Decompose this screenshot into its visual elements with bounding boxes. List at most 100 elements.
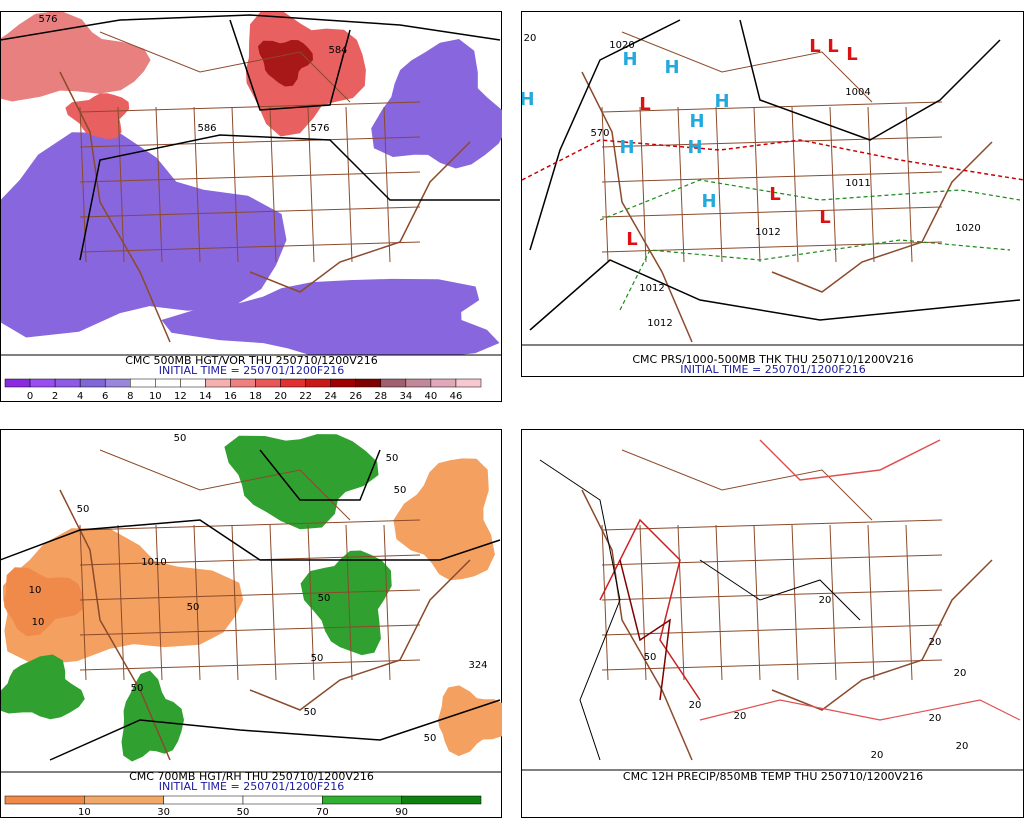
- contour-label: 1012: [755, 227, 780, 238]
- pressure-center: H: [689, 111, 704, 132]
- contour: [581, 71, 693, 343]
- contour: [829, 524, 837, 681]
- contour: [601, 524, 609, 681]
- contour-label: 1020: [609, 40, 634, 51]
- legend-label: 40: [425, 391, 438, 402]
- legend-swatch: [255, 378, 281, 388]
- shade: [3, 567, 84, 637]
- legend-swatch: [280, 378, 306, 388]
- legend-swatch: [205, 378, 231, 388]
- contour-label: 1020: [955, 223, 980, 234]
- contour: [79, 624, 421, 636]
- contour-label: 50: [311, 653, 324, 664]
- contour: [269, 524, 277, 681]
- contour-label: 1004: [845, 87, 870, 98]
- contour: [269, 106, 277, 263]
- map-panel: 576 584 586 576 CMC 500MB HGT/VOR THU 250710…: [0, 11, 502, 402]
- contour-label: 20: [871, 750, 884, 761]
- contour: [621, 449, 873, 521]
- legend-label: 14: [199, 391, 212, 402]
- legend-swatch: [54, 378, 81, 388]
- pressure-center: L: [846, 44, 857, 65]
- legend-swatch: [455, 378, 482, 388]
- contour-label: 576: [310, 123, 329, 134]
- contour: [601, 519, 943, 531]
- contour: [79, 659, 421, 671]
- contour-label: 1010: [141, 557, 166, 568]
- contour: [79, 519, 421, 531]
- contour: [829, 106, 837, 263]
- contour: [699, 559, 861, 621]
- contour: [601, 659, 943, 671]
- pressure-center: H: [687, 137, 702, 158]
- map-area: 576 584 586 576: [1, 12, 502, 355]
- contour-label: 50: [131, 683, 144, 694]
- contour-label: 1012: [647, 318, 672, 329]
- contour: [345, 524, 353, 681]
- contour: [791, 106, 799, 263]
- pressure-center: L: [769, 184, 780, 205]
- legend-label: 24: [324, 391, 337, 402]
- shade: [371, 39, 502, 169]
- contour: [759, 439, 941, 481]
- contour: [581, 489, 693, 761]
- legend-swatch: [355, 378, 382, 388]
- contour-label: 50: [187, 602, 200, 613]
- legend-swatch: [401, 795, 482, 805]
- legend-label: 20: [274, 391, 287, 402]
- pressure-center: H: [619, 137, 634, 158]
- contour: [155, 106, 163, 263]
- map-area: 20 20 20 20 20 50 20 20 20: [539, 439, 1021, 761]
- contour: [771, 141, 993, 293]
- shade: [1, 12, 151, 102]
- legend-label: 8: [127, 391, 133, 402]
- contour: [601, 554, 943, 566]
- contour: [117, 524, 125, 681]
- shade: [393, 458, 495, 581]
- contour: [739, 19, 1001, 141]
- shade: [161, 278, 500, 355]
- contour-label: 1011: [845, 178, 870, 189]
- legend-label: 90: [395, 807, 408, 818]
- initial-time: INITIAL TIME = 250701/1200F216: [159, 364, 344, 377]
- pressure-center: L: [809, 36, 820, 57]
- contour: [715, 106, 723, 263]
- contour: [619, 559, 671, 701]
- contour-label: 584: [328, 45, 347, 56]
- pressure-center: L: [827, 36, 838, 57]
- pressure-center: H: [701, 191, 716, 212]
- legend-swatch: [79, 378, 106, 388]
- contour-label: 10: [32, 617, 45, 628]
- legend-label: 6: [102, 391, 108, 402]
- contour-label: 586: [197, 123, 216, 134]
- legend-swatch: [4, 795, 85, 805]
- contour: [867, 106, 875, 263]
- legend-label: 16: [224, 391, 237, 402]
- contour: [1, 519, 501, 561]
- contour: [193, 524, 201, 681]
- legend-label: 4: [77, 391, 83, 402]
- contour: [345, 106, 353, 263]
- contour: [59, 71, 171, 343]
- contour: [601, 106, 609, 263]
- contour: [117, 106, 125, 263]
- caption: CMC 500MB HGT/VOR THU 250710/1200V216: [125, 354, 378, 367]
- contour: [639, 524, 647, 681]
- legend-label: 70: [316, 807, 329, 818]
- contour: [639, 106, 647, 263]
- contour: [539, 459, 621, 761]
- contour: [529, 19, 681, 251]
- contour-label: 20: [956, 741, 969, 752]
- legend-swatch: [330, 378, 356, 388]
- contour: [249, 559, 471, 711]
- contour: [905, 106, 913, 263]
- shade: [437, 685, 502, 757]
- shade: [245, 12, 366, 137]
- contour: [601, 136, 943, 148]
- legend-swatch: [305, 378, 331, 388]
- contour-label: 50: [304, 707, 317, 718]
- pressure-center: H: [714, 91, 729, 112]
